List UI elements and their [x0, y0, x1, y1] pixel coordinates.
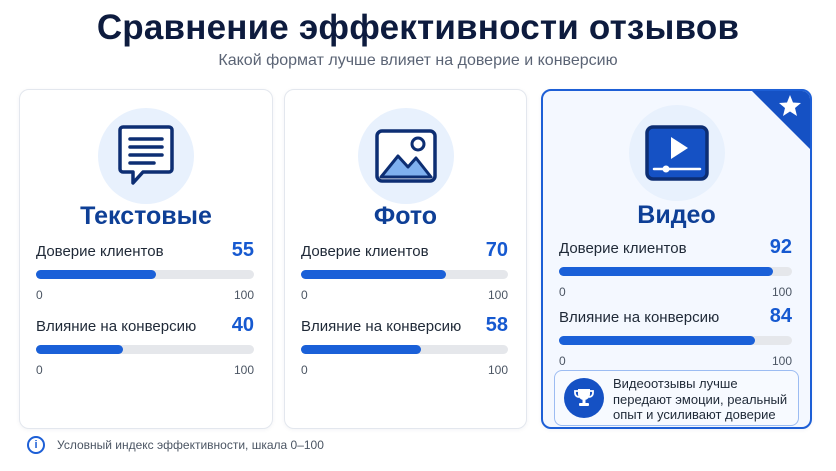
- scale-max-label: 100: [487, 363, 508, 377]
- card-title: Видео: [637, 201, 716, 229]
- image-icon: [357, 108, 454, 204]
- scale-max-label: 100: [233, 288, 254, 302]
- progress-bar: [36, 270, 156, 279]
- page-title: Сравнение эффективности отзывов: [96, 8, 740, 47]
- scale-max-label: 100: [771, 285, 792, 299]
- metric-label: Доверие клиентов: [301, 243, 429, 260]
- progress-bar: [301, 270, 446, 279]
- metric-value: 40: [231, 314, 254, 336]
- scale-max-label: 100: [771, 354, 792, 368]
- metric-value: 84: [769, 305, 792, 327]
- scale-min-label: 0: [36, 288, 43, 302]
- footnote: i Условный индекс эффективности, шкала 0…: [27, 436, 324, 454]
- video-callout: Видеоотзывы лучше передают эмоции, реаль…: [554, 370, 799, 426]
- scale-min-label: 0: [559, 285, 566, 299]
- progress-track: [301, 345, 508, 354]
- card-text-reviews: Текстовые Доверие клиентов 55 0 100 Влия…: [19, 89, 273, 429]
- progress-track: [301, 270, 508, 279]
- progress-bar: [36, 345, 124, 354]
- progress-bar: [559, 336, 755, 345]
- scale-min-label: 0: [301, 288, 308, 302]
- progress-track: [36, 345, 254, 354]
- metric-value: 55: [231, 239, 254, 261]
- card-title: Фото: [373, 202, 438, 230]
- metric-label: Влияние на конверсию: [301, 318, 462, 335]
- callout-text: Видеоотзывы лучше передают эмоции, реаль…: [613, 376, 788, 422]
- page-subtitle: Какой формат лучше влияет на доверие и к…: [218, 52, 618, 69]
- progress-track: [36, 270, 254, 279]
- metric-label: Доверие клиентов: [36, 243, 164, 260]
- trophy-icon: [564, 378, 604, 418]
- info-icon: i: [27, 436, 45, 454]
- progress-track: [559, 267, 792, 276]
- progress-bar: [301, 345, 422, 354]
- progress-track: [559, 336, 792, 345]
- speech-bubble-text-icon: [98, 108, 194, 204]
- star-ribbon-icon: [752, 91, 810, 149]
- card-video-reviews: Видео Доверие клиентов 92 0 100 Влияние …: [541, 89, 812, 429]
- metric-value: 70: [485, 239, 508, 261]
- card-title: Текстовые: [80, 202, 212, 230]
- metric-label: Влияние на конверсию: [559, 309, 720, 326]
- video-play-icon: [628, 105, 725, 201]
- scale-min-label: 0: [301, 363, 308, 377]
- scale-max-label: 100: [233, 363, 254, 377]
- metric-label: Доверие клиентов: [559, 240, 687, 257]
- metric-label: Влияние на конверсию: [36, 318, 197, 335]
- scale-max-label: 100: [487, 288, 508, 302]
- footnote-text: Условный индекс эффективности, шкала 0–1…: [57, 438, 324, 452]
- metric-value: 58: [485, 314, 508, 336]
- scale-min-label: 0: [36, 363, 43, 377]
- card-photo-reviews: Фото Доверие клиентов 70 0 100 Влияние н…: [284, 89, 527, 429]
- scale-min-label: 0: [559, 354, 566, 368]
- metric-value: 92: [769, 236, 792, 258]
- progress-bar: [559, 267, 774, 276]
